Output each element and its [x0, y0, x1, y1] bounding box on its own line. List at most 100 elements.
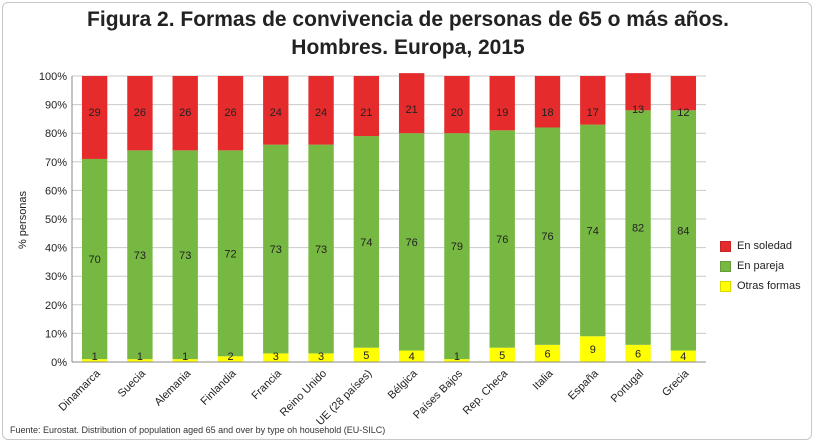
bar-en-soledad: [670, 76, 697, 111]
category-label: Bélgica: [386, 367, 421, 402]
data-label: 26: [224, 107, 236, 119]
y-tick-label: 10%: [45, 328, 67, 340]
bar-en-pareja: [534, 127, 561, 345]
y-tick-label: 90%: [45, 100, 67, 112]
bar-en-pareja: [127, 150, 153, 360]
bar-en-soledad: [127, 76, 153, 151]
bar-otras-formas: [580, 336, 606, 362]
bar-en-pareja: [263, 144, 289, 354]
legend-label-en-pareja: En pareja: [737, 260, 785, 272]
bar-otras-formas: [670, 350, 697, 362]
y-tick-label: 50%: [45, 214, 67, 226]
gridlines: [72, 75, 706, 363]
bar-en-pareja: [580, 124, 606, 337]
y-axis-ticks: 0% 10% 20% 30% 40% 50% 60% 70% 80% 90% 100%: [39, 71, 67, 369]
bar-en-soledad: [353, 76, 380, 137]
data-label: 17: [587, 107, 599, 119]
data-label: 79: [451, 241, 463, 253]
y-tick-label: 20%: [45, 300, 67, 312]
bar-en-pareja: [398, 133, 425, 351]
bar-otras-formas: [489, 347, 515, 362]
bar-otras-formas: [308, 353, 334, 362]
legend-item-en-pareja: En pareja: [720, 256, 801, 276]
data-label: 76: [541, 231, 553, 243]
bar-otras-formas: [353, 347, 380, 362]
bar-en-pareja: [217, 150, 244, 357]
bar-en-pareja: [444, 133, 470, 360]
y-tick-label: 80%: [45, 128, 67, 140]
data-label: 6: [544, 348, 550, 360]
chart-title-line2: Hombres. Europa, 2015: [291, 36, 525, 59]
data-label: 72: [224, 248, 236, 260]
data-label: 3: [318, 351, 324, 363]
bar-en-pareja: [625, 110, 651, 345]
bar-otras-formas: [534, 344, 561, 362]
data-label: 73: [134, 250, 146, 262]
y-tick-label: 30%: [45, 271, 67, 283]
data-label: 26: [134, 107, 146, 119]
bar-en-soledad: [444, 76, 470, 134]
data-label: 2: [227, 351, 233, 363]
category-label: Países Bajos: [411, 367, 465, 421]
category-label: Finlandia: [199, 367, 240, 408]
bar-otras-formas: [127, 359, 153, 362]
bar-en-pareja: [670, 110, 697, 351]
data-label: 1: [182, 351, 188, 363]
data-label: 24: [270, 107, 282, 119]
data-label: 5: [499, 350, 505, 362]
bar-en-pareja: [172, 150, 198, 360]
data-label: 76: [406, 237, 418, 249]
legend-item-en-soledad: En soledad: [720, 236, 801, 256]
bar-otras-formas: [81, 359, 108, 362]
source-note: Fuente: Eurostat. Distribution of popula…: [10, 425, 386, 435]
data-label: 70: [89, 254, 101, 266]
data-label: 3: [273, 351, 279, 363]
data-label: 29: [89, 107, 101, 119]
category-label: Francia: [249, 367, 284, 402]
bar-en-soledad: [580, 76, 606, 125]
category-labels: Dinamarca Suecia Alemania Finlandia Francia R…: [57, 367, 692, 428]
data-label: 74: [587, 225, 599, 237]
data-label: 1: [92, 351, 98, 363]
bar-otras-formas: [625, 344, 651, 362]
bar-otras-formas: [217, 356, 244, 362]
category-label: Grecia: [660, 367, 692, 399]
category-label: Rep. Checa: [461, 367, 511, 417]
bar-en-pareja: [353, 136, 380, 348]
data-label: 13: [632, 104, 644, 116]
bar-otras-formas: [444, 359, 470, 362]
y-tick-label: 60%: [45, 185, 67, 197]
legend: En soledad En pareja Otras formas: [720, 236, 801, 296]
data-label: 73: [270, 244, 282, 256]
data-label: 4: [680, 351, 686, 363]
data-label: 6: [635, 348, 641, 360]
category-label: Portugal: [609, 368, 646, 405]
y-tick-label: 100%: [39, 71, 67, 83]
data-label: 76: [496, 234, 508, 246]
data-label: 74: [360, 237, 372, 249]
chart-title: Figura 2. Formas de convivencia de perso…: [0, 6, 816, 62]
bar-en-soledad: [534, 76, 561, 128]
bar-en-soledad: [263, 76, 289, 145]
bar-en-pareja: [489, 130, 515, 348]
data-label: 1: [454, 351, 460, 363]
data-label: 24: [315, 107, 327, 119]
bar-en-soledad: [308, 76, 334, 145]
data-label: 82: [632, 223, 644, 235]
data-label: 18: [541, 107, 553, 119]
bar-otras-formas: [172, 359, 198, 362]
bar-otras-formas: [263, 353, 289, 362]
legend-label-otras-formas: Otras formas: [737, 280, 801, 292]
data-label: 21: [360, 107, 372, 119]
legend-swatch-en-pareja: [720, 260, 731, 272]
legend-item-otras-formas: Otras formas: [720, 276, 801, 296]
bar-otras-formas: [398, 350, 425, 362]
data-label: 12: [677, 107, 689, 119]
data-label: 9: [590, 344, 596, 356]
bar-en-soledad: [172, 76, 198, 151]
bars: [81, 73, 697, 362]
bar-en-soledad: [81, 76, 108, 159]
legend-swatch-otras-formas: [720, 280, 731, 292]
y-tick-label: 70%: [45, 157, 67, 169]
